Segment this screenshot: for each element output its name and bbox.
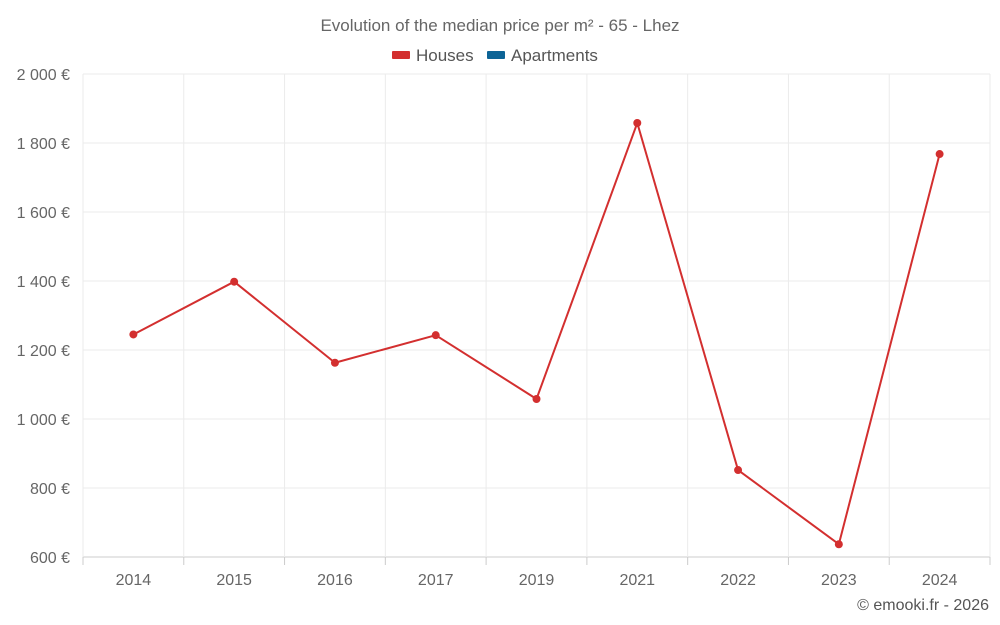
data-point-houses[interactable] [834,540,843,549]
x-tick-label: 2022 [720,572,756,589]
legend-label-apartments: Apartments [511,46,598,65]
x-gridlines [82,74,991,557]
legend-swatch-apartments [487,51,505,59]
y-tick-label: 1 200 € [17,343,70,360]
data-point-houses[interactable] [734,466,743,475]
chart-title: Evolution of the median price per m² - 6… [320,16,679,35]
legend-label-houses: Houses [416,46,474,65]
x-tick-label: 2014 [116,572,152,589]
series-layer [129,118,944,549]
legend-item-houses[interactable]: Houses [392,46,474,65]
data-point-houses[interactable] [330,358,339,367]
y-tick-label: 1 400 € [17,274,70,291]
y-axis: 600 € 800 € 1 000 € 1 200 € 1 400 € 1 600 € 1 … [17,67,70,567]
data-point-houses[interactable] [633,118,642,127]
y-tick-label: 600 € [30,550,70,567]
x-tick-label: 2017 [418,572,454,589]
x-tick-label: 2016 [317,572,353,589]
x-tick-label: 2024 [922,572,958,589]
data-point-houses[interactable] [935,150,944,159]
legend: Houses Apartments [392,46,598,65]
data-point-houses[interactable] [129,330,138,339]
x-tick-label: 2023 [821,572,857,589]
x-tick-label: 2015 [216,572,252,589]
data-point-houses[interactable] [230,277,239,286]
y-tick-label: 1 000 € [17,412,70,429]
x-tick-label: 2019 [519,572,555,589]
data-point-houses[interactable] [431,331,440,340]
x-axis: 2014 2015 2016 2017 2019 2021 2022 2023 2024 [82,557,991,589]
y-tick-label: 1 800 € [17,136,70,153]
y-tick-label: 2 000 € [17,67,70,84]
legend-swatch-houses [392,51,410,59]
y-tick-label: 1 600 € [17,205,70,222]
series-line-houses [132,121,941,546]
x-tick-label: 2021 [619,572,655,589]
data-point-houses[interactable] [532,394,541,403]
credit-text: © emooki.fr - 2026 [857,597,989,614]
y-tick-label: 800 € [30,481,70,498]
legend-item-apartments[interactable]: Apartments [487,46,598,65]
